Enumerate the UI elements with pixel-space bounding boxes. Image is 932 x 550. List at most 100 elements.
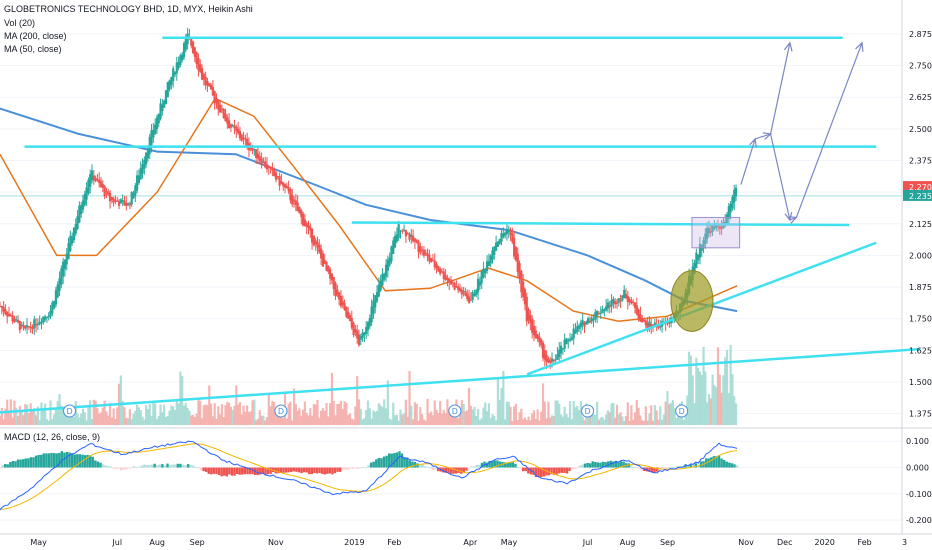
candle-body: [478, 281, 481, 286]
projection-path[interactable]: [740, 42, 791, 185]
volume-bar: [247, 412, 251, 425]
macd-histogram-bar: [560, 467, 564, 473]
macd-histogram-bar: [372, 461, 375, 468]
macd-legend[interactable]: MACD (12, 26, close, 9): [4, 432, 101, 442]
volume-bar: [184, 403, 187, 425]
volume-bar: [383, 399, 386, 425]
volume-bar: [437, 412, 440, 425]
candle-body: [513, 237, 516, 257]
candle-body: [610, 300, 613, 307]
macd-histogram-bar: [202, 467, 205, 472]
macd-histogram-bar: [140, 465, 143, 468]
macd-axis[interactable]: 0.100 0.000 -0.100 -0.200: [906, 437, 932, 525]
candle-body: [413, 238, 417, 242]
candle-body: [195, 52, 198, 65]
volume-bar: [522, 419, 525, 425]
highlight-ellipse[interactable]: [670, 270, 714, 332]
volume-bar: [464, 411, 467, 425]
volume-legend[interactable]: Vol (20): [4, 18, 36, 28]
candle-body: [646, 322, 649, 331]
macd-histogram-bar: [403, 457, 406, 468]
candle-body: [9, 314, 12, 316]
macd-histogram-bar: [599, 462, 602, 468]
volume-bar: [40, 402, 43, 425]
volume-bar: [80, 413, 83, 425]
trend-line[interactable]: [0, 347, 921, 414]
dividend-marker[interactable]: D: [274, 404, 288, 418]
dividend-marker[interactable]: D: [448, 404, 462, 418]
dividend-marker[interactable]: D: [581, 404, 595, 418]
macd-histogram-bar: [99, 462, 102, 468]
candle-body: [731, 196, 734, 209]
macd-histogram-bar: [161, 464, 164, 468]
projection-path[interactable]: [769, 42, 863, 221]
macd-histogram-bar: [516, 467, 520, 468]
price-tick-label: 1.625: [909, 346, 932, 355]
volume-bar: [706, 402, 709, 425]
candle-body: [727, 206, 730, 219]
macd-histogram-bar: [550, 467, 553, 475]
volume-bar: [325, 402, 328, 425]
ma200-legend[interactable]: MA (200, close): [4, 31, 67, 41]
candle-body: [706, 227, 709, 239]
candle-body: [2, 306, 5, 312]
volume-bar: [457, 418, 460, 425]
volume-bar: [489, 417, 492, 425]
macd-histogram-bar: [382, 456, 386, 468]
volume-bar: [653, 405, 656, 425]
candle-body: [220, 108, 223, 110]
candle-body: [242, 137, 245, 139]
ma200-line: [0, 107, 738, 313]
candle-body: [487, 261, 490, 267]
macd-histogram-bar: [248, 467, 252, 475]
candle-body: [491, 250, 494, 260]
macd-histogram-bar: [0, 467, 2, 469]
volume-bar: [608, 412, 611, 425]
candle-body: [659, 326, 662, 328]
horizontal-level-line[interactable]: [351, 221, 850, 227]
volume-bar: [513, 406, 516, 425]
macd-histogram-bar: [655, 467, 659, 472]
macd-histogram-bar: [58, 452, 61, 468]
macd-histogram-bar: [176, 463, 180, 468]
candle-body: [449, 280, 453, 285]
volume-bar: [354, 406, 357, 425]
time-axis[interactable]: May Jul Aug Sep Nov 2019 Feb Apr May Jul Aug Sep Nov…: [30, 538, 907, 547]
candle-body: [579, 322, 582, 328]
volume-bar: [523, 417, 527, 425]
volume-bar: [25, 404, 29, 425]
ma50-legend[interactable]: MA (50, close): [4, 44, 62, 54]
volume-bar: [576, 405, 579, 425]
volume-bar: [552, 416, 555, 425]
volume-bar: [547, 401, 550, 425]
candle-body: [442, 271, 445, 280]
volume-bar: [545, 418, 548, 425]
volume-bar: [684, 409, 687, 425]
macd-signal-line: [0, 443, 738, 511]
volume-bar: [516, 420, 519, 425]
volume-bar: [213, 403, 216, 425]
volume-bar: [568, 401, 572, 425]
macd-histogram-bar: [158, 464, 161, 468]
candle-body: [599, 312, 602, 314]
volume-bar: [31, 411, 34, 425]
macd-histogram-bar: [627, 463, 631, 468]
range-box[interactable]: [691, 216, 741, 249]
candle-body: [81, 200, 85, 210]
macd-line: [0, 440, 738, 511]
candle-body: [538, 336, 541, 343]
volume-bar: [161, 412, 164, 425]
dividend-marker[interactable]: D: [675, 404, 689, 418]
price-axis[interactable]: 2.8752.7502.6252.5002.3752.2502.1252.000…: [903, 30, 932, 419]
volume-bar: [329, 403, 332, 425]
dividend-marker[interactable]: D: [63, 404, 77, 418]
macd-histogram-bar: [614, 460, 618, 468]
drawings[interactable]: [0, 36, 921, 414]
candle-body: [116, 200, 119, 202]
arrow-head: [749, 137, 757, 147]
macd-histogram-bar: [488, 460, 491, 468]
volume-bar: [170, 405, 173, 425]
volume-bar: [134, 410, 137, 425]
candle-body: [435, 263, 438, 269]
